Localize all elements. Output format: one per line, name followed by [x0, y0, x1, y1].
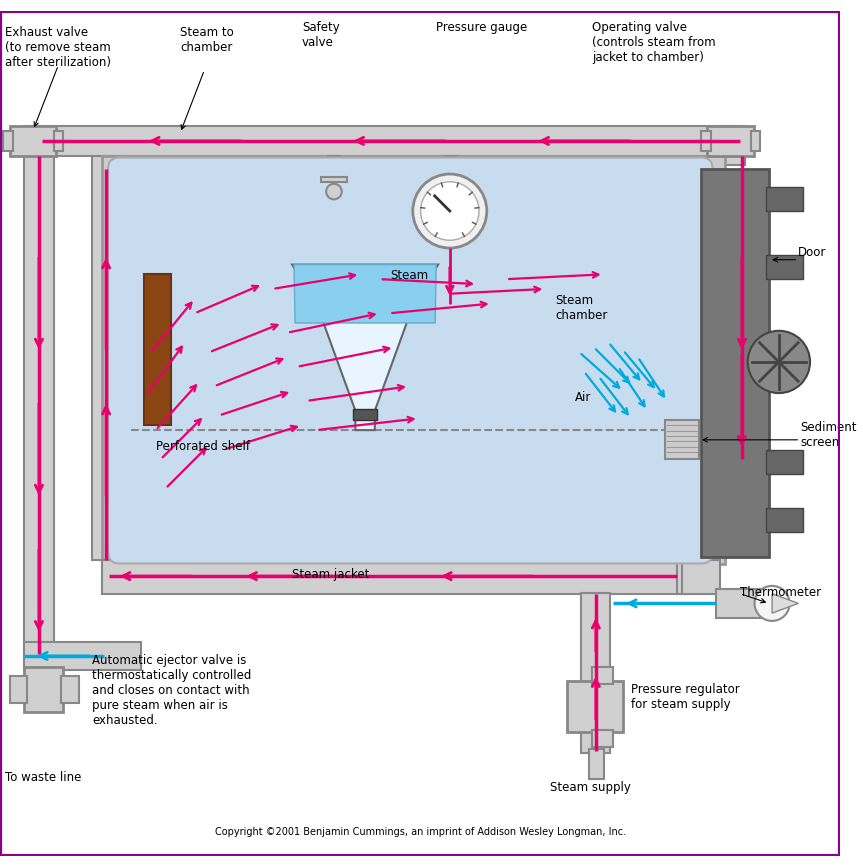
Bar — [682, 559, 721, 594]
Bar — [24, 642, 142, 669]
Bar — [766, 186, 803, 211]
Bar — [715, 589, 769, 618]
Bar — [9, 676, 28, 703]
Bar — [24, 127, 740, 155]
Bar — [443, 155, 457, 179]
Bar — [9, 127, 56, 155]
Bar — [328, 155, 340, 183]
Bar — [766, 255, 803, 279]
Bar — [751, 131, 760, 151]
Text: Steam supply: Steam supply — [550, 780, 631, 793]
Bar — [102, 559, 682, 594]
Bar — [92, 155, 120, 559]
Bar — [144, 274, 172, 425]
Circle shape — [747, 331, 810, 393]
Polygon shape — [292, 264, 438, 430]
Text: Steam to
chamber: Steam to chamber — [180, 26, 234, 54]
Bar — [3, 131, 13, 151]
Circle shape — [413, 174, 487, 248]
Bar — [701, 169, 769, 557]
Bar — [701, 131, 711, 151]
Polygon shape — [772, 594, 798, 613]
Bar — [766, 508, 803, 532]
Bar — [589, 749, 603, 779]
Bar — [665, 420, 699, 460]
Text: Copyright ©2001 Benjamin Cummings, an imprint of Addison Wesley Longman, Inc.: Copyright ©2001 Benjamin Cummings, an im… — [215, 827, 627, 837]
Bar — [24, 667, 63, 713]
Text: Perforated shelf: Perforated shelf — [156, 440, 249, 453]
Bar — [321, 177, 347, 182]
Text: Steam jacket: Steam jacket — [293, 569, 369, 582]
Text: Air: Air — [575, 391, 591, 404]
Text: Safety
valve: Safety valve — [302, 21, 339, 49]
Text: Steam
chamber: Steam chamber — [555, 294, 608, 322]
Text: Exhaust valve
(to remove steam
after sterilization): Exhaust valve (to remove steam after ste… — [5, 26, 110, 69]
Bar — [102, 155, 725, 564]
Text: Pressure regulator
for steam supply: Pressure regulator for steam supply — [631, 683, 740, 711]
Bar — [715, 127, 745, 166]
Text: To waste line: To waste line — [5, 771, 81, 784]
Circle shape — [420, 182, 479, 240]
Bar — [677, 460, 706, 594]
Bar — [592, 667, 614, 684]
Bar — [354, 408, 377, 420]
Bar — [567, 681, 623, 732]
Bar — [766, 450, 803, 474]
Bar — [582, 593, 610, 753]
Text: Sediment
screen: Sediment screen — [800, 421, 857, 449]
Text: Steam: Steam — [390, 270, 428, 283]
Text: Pressure gauge: Pressure gauge — [436, 21, 527, 34]
Text: Thermometer: Thermometer — [740, 586, 821, 599]
Bar — [707, 127, 753, 155]
Text: Automatic ejector valve is
thermostatically controlled
and closes on contact wit: Automatic ejector valve is thermostatica… — [92, 654, 252, 727]
Bar — [766, 352, 803, 376]
Circle shape — [326, 184, 342, 199]
Bar — [61, 676, 79, 703]
Bar — [54, 131, 63, 151]
Bar — [592, 730, 614, 747]
Text: Operating valve
(controls steam from
jacket to chamber): Operating valve (controls steam from jac… — [592, 21, 715, 64]
FancyBboxPatch shape — [108, 158, 713, 564]
Circle shape — [754, 586, 790, 621]
Bar — [24, 138, 54, 654]
Text: Door: Door — [798, 246, 827, 259]
Bar — [330, 155, 337, 177]
Polygon shape — [294, 264, 436, 323]
